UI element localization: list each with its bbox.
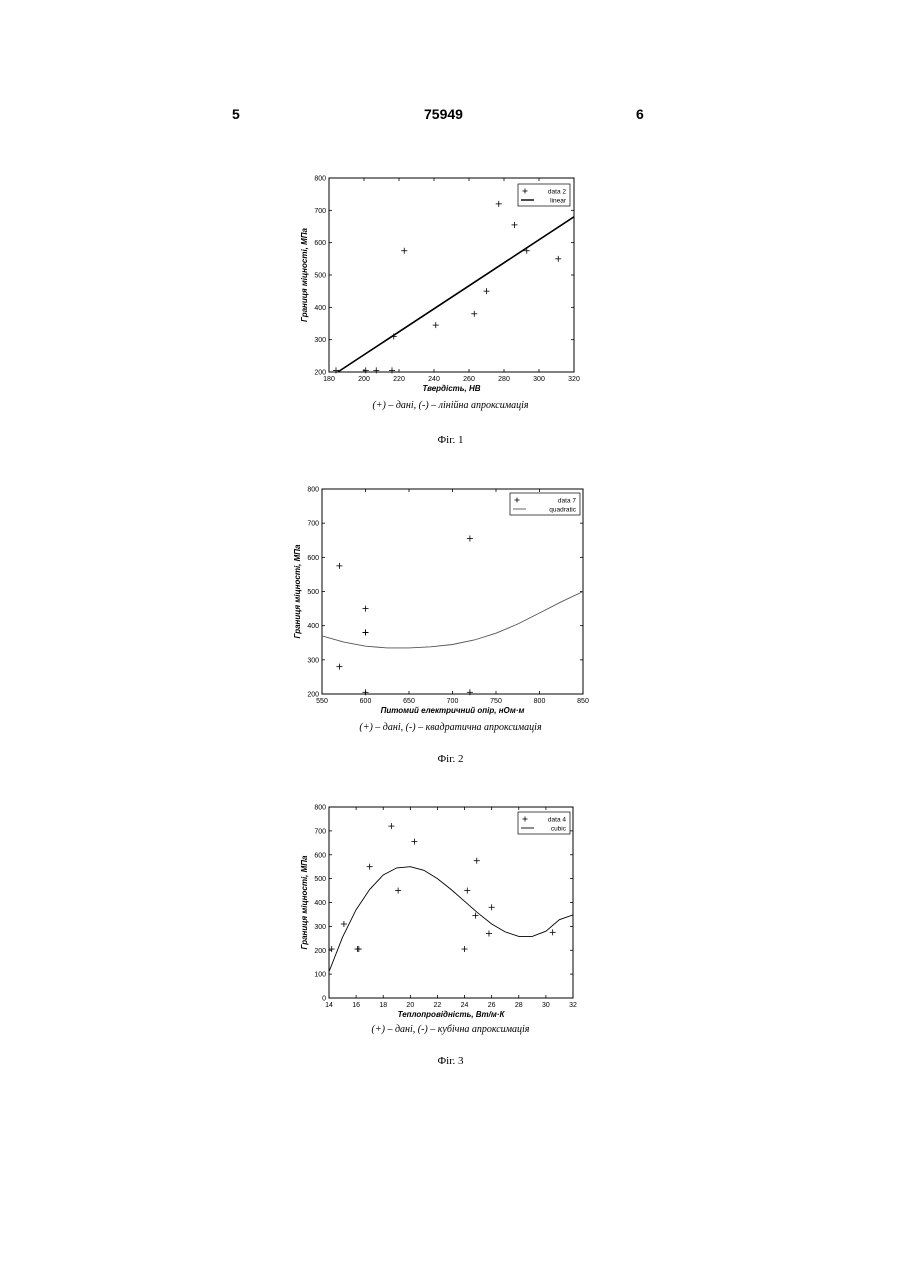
y-tick-label: 500 <box>307 589 319 596</box>
x-tick-label: 750 <box>490 698 502 705</box>
figure-2-label: Фіг. 2 <box>0 753 901 765</box>
y-axis-label: Границя міцності, МПа <box>300 227 309 322</box>
figure-3-label: Фіг. 3 <box>0 1055 901 1067</box>
plot-frame <box>329 178 574 372</box>
x-axis-label: Теплопровідність, Вт/м·К <box>398 1010 506 1019</box>
y-axis-label: Границя міцності, МПа <box>300 855 309 950</box>
page-number-right: 6 <box>636 106 644 122</box>
patent-number: 75949 <box>424 106 463 122</box>
x-tick-label: 700 <box>447 698 459 705</box>
x-tick-label: 650 <box>403 698 415 705</box>
x-tick-label: 200 <box>358 376 370 383</box>
x-tick-label: 240 <box>428 376 440 383</box>
y-tick-label: 600 <box>314 240 326 247</box>
y-tick-label: 800 <box>307 487 319 494</box>
y-tick-label: 500 <box>314 876 326 883</box>
x-tick-label: 32 <box>569 1002 577 1009</box>
y-tick-label: 600 <box>314 852 326 859</box>
x-tick-label: 280 <box>498 376 510 383</box>
y-tick-label: 400 <box>307 623 319 630</box>
y-tick-label: 200 <box>314 948 326 955</box>
legend-entry: data 2 <box>548 189 566 196</box>
x-tick-label: 16 <box>352 1002 360 1009</box>
y-tick-label: 700 <box>314 208 326 215</box>
figure-1-caption: (+) – дані, (-) – лінійна апроксимація <box>0 400 901 411</box>
figure-2-caption: (+) – дані, (-) – квадратична апроксимац… <box>0 722 901 733</box>
y-tick-label: 200 <box>307 692 319 699</box>
y-tick-label: 100 <box>314 972 326 979</box>
chart-2: 550 600 650 700 750 800 850 200 300 400 500 600 700 8… <box>0 482 901 717</box>
chart-3: 14 16 18 20 22 24 26 28 30 32 0 100 200 300 400 500 600 7… <box>0 800 901 1025</box>
legend-entry: data 7 <box>558 498 576 505</box>
x-axis-label: Твердість, НВ <box>422 384 480 393</box>
x-tick-label: 180 <box>323 376 335 383</box>
y-tick-label: 300 <box>307 657 319 664</box>
x-tick-label: 550 <box>316 698 328 705</box>
x-axis-label: Питомий електричний опір, нОм·м <box>381 706 525 715</box>
x-tick-label: 600 <box>360 698 372 705</box>
y-tick-label: 300 <box>314 924 326 931</box>
figure-1-label: Фіг. 1 <box>0 434 901 446</box>
y-tick-label: 800 <box>314 176 326 183</box>
y-tick-label: 400 <box>314 900 326 907</box>
x-tick-label: 30 <box>542 1002 550 1009</box>
y-tick-label: 800 <box>314 805 326 812</box>
y-tick-label: 700 <box>307 521 319 528</box>
chart-1: 1802002202402602803003202003004005006007… <box>0 170 901 400</box>
figure-3-caption: (+) – дані, (-) – кубічна апроксимація <box>0 1024 901 1035</box>
x-tick-label: 28 <box>515 1002 523 1009</box>
x-tick-label: 26 <box>488 1002 496 1009</box>
y-tick-label: 300 <box>314 337 326 344</box>
x-tick-label: 850 <box>577 698 589 705</box>
x-tick-label: 22 <box>434 1002 442 1009</box>
y-tick-label: 200 <box>314 370 326 377</box>
x-tick-label: 18 <box>379 1002 387 1009</box>
x-tick-label: 260 <box>463 376 475 383</box>
y-axis-label: Границя міцності, МПа <box>293 544 302 639</box>
legend-entry: quadratic <box>549 507 576 514</box>
y-tick-label: 0 <box>322 996 326 1003</box>
y-tick-label: 400 <box>314 305 326 312</box>
y-tick-label: 700 <box>314 828 326 835</box>
x-tick-label: 800 <box>534 698 546 705</box>
x-tick-label: 20 <box>406 1002 414 1009</box>
page-number-left: 5 <box>232 106 240 122</box>
x-tick-label: 14 <box>325 1002 333 1009</box>
y-tick-label: 600 <box>307 555 319 562</box>
x-tick-label: 24 <box>461 1002 469 1009</box>
x-tick-label: 300 <box>533 376 545 383</box>
plot-frame <box>322 489 583 694</box>
x-tick-label: 320 <box>568 376 580 383</box>
y-tick-label: 500 <box>314 273 326 280</box>
legend-entry: data 4 <box>548 817 566 824</box>
plot-frame <box>329 807 573 998</box>
x-tick-label: 220 <box>393 376 405 383</box>
legend-entry: linear <box>550 198 567 205</box>
legend-entry: cubic <box>551 826 567 833</box>
